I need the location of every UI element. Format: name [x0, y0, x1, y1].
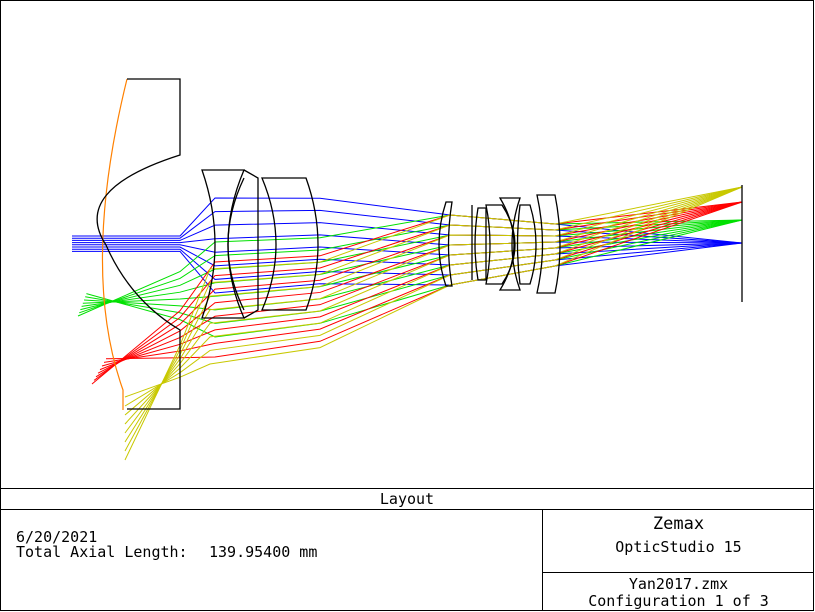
lens-element-8	[485, 204, 516, 285]
plot-date: 6/20/2021	[16, 528, 98, 546]
lens-element-5	[261, 177, 319, 311]
ray	[99, 201, 743, 371]
file-name: Yan2017.zmx	[628, 575, 729, 593]
lens-element-9	[498, 197, 521, 291]
ray	[124, 186, 743, 425]
layout-title: Layout	[379, 490, 435, 508]
ray	[101, 201, 743, 367]
axial-length-label: Total Axial Length:	[16, 543, 188, 561]
ray	[72, 242, 743, 294]
file-configuration: Configuration 1 of 3	[588, 592, 769, 610]
lens-element-6	[438, 201, 453, 287]
lens-element-10	[516, 204, 537, 285]
lens-element-4	[227, 177, 245, 311]
axial-length-value: 139.95400 mm	[209, 543, 318, 561]
lens-elements	[96, 78, 743, 410]
lens-element-7	[474, 207, 487, 281]
brand-product: OpticStudio 15	[615, 538, 742, 556]
lens-element-11	[536, 194, 561, 294]
stop-arc	[101, 78, 128, 410]
lens-front-meniscus	[96, 78, 181, 410]
brand-company: Zemax	[652, 514, 705, 534]
ray-fans	[72, 186, 743, 461]
lens-element-3	[243, 169, 259, 319]
